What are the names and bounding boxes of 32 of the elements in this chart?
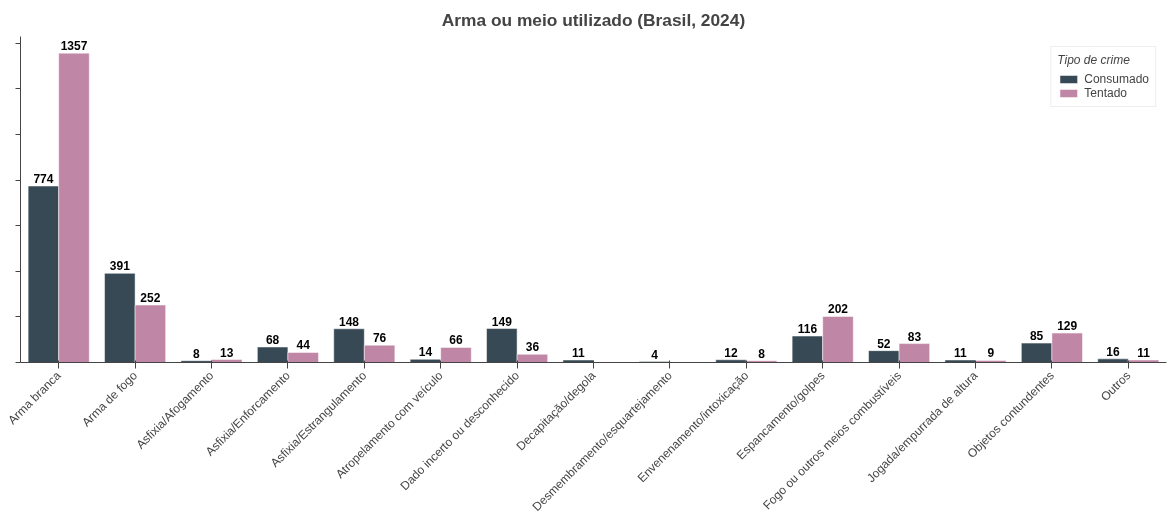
data-label: 4	[651, 347, 659, 362]
data-label: 13	[220, 345, 234, 360]
data-label: 12	[724, 345, 739, 360]
data-label: 66	[449, 333, 463, 348]
data-label: 9	[987, 346, 995, 361]
data-label: 8	[758, 346, 766, 361]
data-label: 149	[491, 314, 513, 329]
legend-label: Tentado	[1084, 86, 1127, 100]
data-label: 8	[192, 346, 200, 361]
data-label: 129	[1057, 319, 1078, 334]
data-label: 774	[33, 172, 54, 187]
legend-label: Consumado	[1084, 72, 1149, 86]
legend-title: Tipo de crime	[1057, 53, 1131, 67]
data-label: 11	[571, 345, 585, 360]
data-label: 14	[418, 345, 433, 360]
data-label: 16	[1106, 344, 1121, 359]
data-label: 11	[953, 345, 967, 360]
data-label: 202	[827, 302, 849, 317]
data-label: 68	[265, 333, 280, 347]
data-label: 83	[907, 329, 922, 344]
data-label: 252	[140, 291, 161, 306]
data-label: 52	[877, 336, 891, 351]
data-label: 85	[1029, 329, 1044, 344]
data-label: 36	[525, 340, 540, 355]
data-label: 116	[797, 322, 818, 337]
data-label: 76	[372, 331, 387, 346]
data-label: 1357	[60, 39, 88, 54]
chart-title: Arma ou meio utilizado (Brasil, 2024)	[441, 9, 746, 30]
data-label: 44	[296, 338, 311, 353]
data-label: 11	[1137, 345, 1151, 360]
data-label: 391	[109, 259, 131, 274]
data-label: 148	[339, 314, 360, 329]
